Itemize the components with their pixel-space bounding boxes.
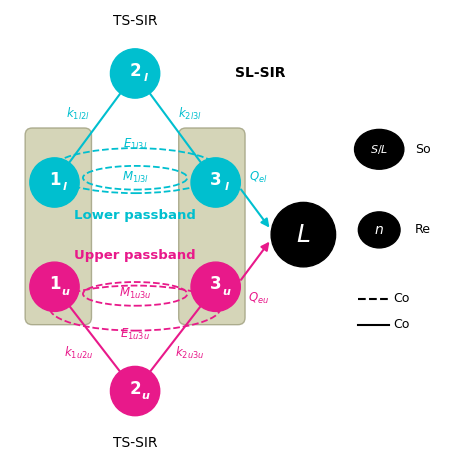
Text: $n$: $n$ — [374, 223, 384, 237]
Circle shape — [30, 262, 79, 311]
Text: $k_{2u3u}$: $k_{2u3u}$ — [175, 345, 204, 361]
Text: $S/L$: $S/L$ — [370, 143, 388, 156]
Text: 2: 2 — [129, 380, 141, 398]
Text: SL-SIR: SL-SIR — [235, 66, 285, 81]
Text: l: l — [144, 73, 147, 83]
Text: TS-SIR: TS-SIR — [113, 436, 157, 450]
Text: Co: Co — [393, 318, 410, 331]
Text: $k_{1l2l}$: $k_{1l2l}$ — [66, 106, 90, 122]
Ellipse shape — [358, 212, 400, 248]
Text: 1: 1 — [49, 171, 60, 189]
Text: $k_{2l3l}$: $k_{2l3l}$ — [178, 106, 201, 122]
Text: $Q_{eu}$: $Q_{eu}$ — [248, 291, 269, 306]
FancyBboxPatch shape — [179, 128, 245, 325]
Text: u: u — [61, 286, 69, 297]
Text: $M_{1l3l}$: $M_{1l3l}$ — [121, 170, 149, 185]
Text: $L$: $L$ — [296, 223, 310, 246]
Text: Lower passband: Lower passband — [74, 209, 196, 222]
Text: Upper passband: Upper passband — [74, 249, 196, 263]
Text: TS-SIR: TS-SIR — [113, 14, 157, 28]
Circle shape — [110, 366, 160, 416]
Ellipse shape — [355, 129, 404, 169]
Text: 1: 1 — [49, 275, 60, 293]
Text: 3: 3 — [210, 171, 221, 189]
Circle shape — [191, 262, 240, 311]
Text: u: u — [222, 286, 230, 297]
Text: So: So — [415, 143, 430, 156]
Text: $E_{1u3u}$: $E_{1u3u}$ — [120, 327, 150, 342]
Text: l: l — [224, 182, 228, 192]
Text: 2: 2 — [129, 62, 141, 80]
Circle shape — [110, 49, 160, 98]
Text: l: l — [63, 182, 67, 192]
Circle shape — [30, 158, 79, 207]
Text: $M_{1u3u}$: $M_{1u3u}$ — [119, 286, 151, 301]
Text: Co: Co — [393, 292, 410, 305]
FancyBboxPatch shape — [25, 128, 91, 325]
Text: 3: 3 — [210, 275, 221, 293]
Circle shape — [271, 202, 336, 267]
Text: Re: Re — [415, 223, 431, 237]
Text: $k_{1u2u}$: $k_{1u2u}$ — [64, 345, 93, 361]
Text: u: u — [142, 391, 149, 401]
Text: $Q_{el}$: $Q_{el}$ — [249, 170, 268, 185]
Circle shape — [191, 158, 240, 207]
Text: $E_{1l3l}$: $E_{1l3l}$ — [123, 137, 147, 152]
